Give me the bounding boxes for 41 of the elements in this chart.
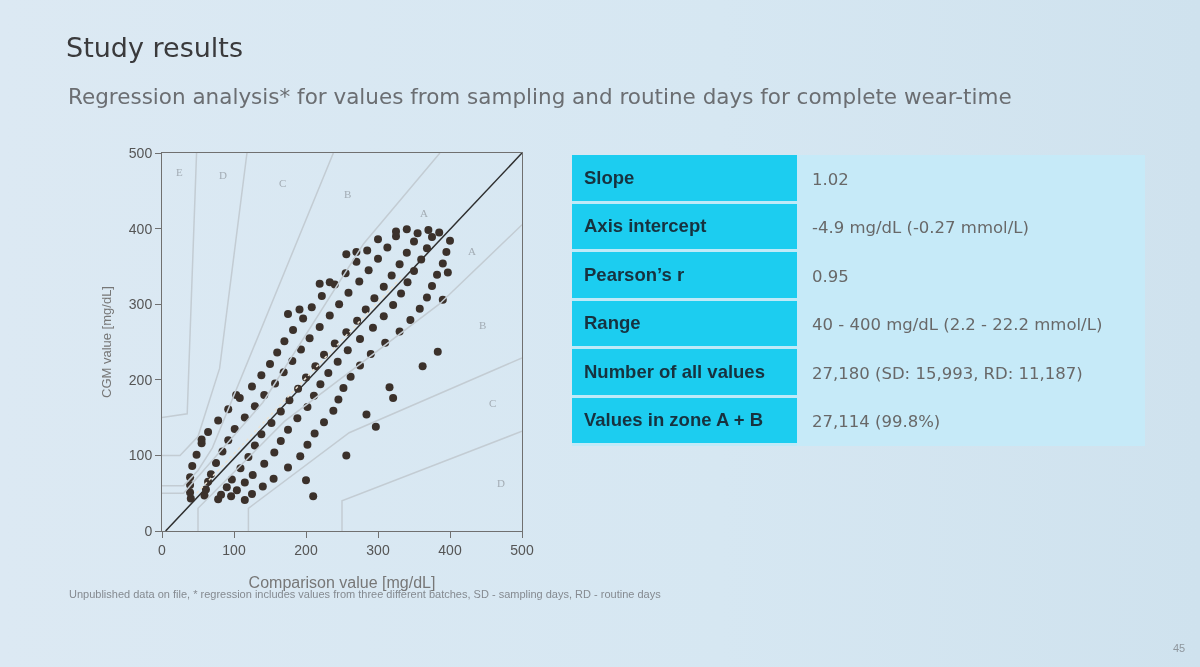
annotation: C [279,177,287,189]
line-series [247,357,522,531]
x-tick-label: 0 [158,541,167,558]
line-series [162,153,248,457]
text: Axis intercept [572,203,797,252]
y-tick-label: 400 [128,220,153,237]
text: Range [572,300,797,349]
y-tick-label: 100 [128,447,153,464]
annotation: E [176,166,183,178]
y-tick-label: 0 [144,522,153,539]
y-axis-title: CGM value [mg/dL] [98,286,114,398]
text: Number of all values [572,349,797,398]
text: Pearson’s r [572,252,797,301]
y-tick-label: 500 [128,144,153,161]
chart-title: Study results [66,32,243,64]
x-tick-label: 400 [438,541,462,558]
x-tick-label: 200 [294,541,318,558]
text: 40 - 400 mg/dL (2.2 - 22.2 mmol/L) [811,314,1103,337]
line-series [197,224,522,531]
line-series [162,153,335,487]
text: 0.95 [811,265,849,288]
x-tick-label: 500 [510,541,534,558]
text: 27,114 (99.8%) [811,411,941,434]
annotation: A [420,207,428,219]
text: 27,180 (SD: 15,993, RD: 11,187) [811,362,1083,385]
chart-subtitle: Regression analysis* for values from sampling and routine days for complete wear-time [68,84,1012,109]
text: Slope [572,155,797,204]
text: 45 [1173,642,1186,654]
annotation: B [344,188,352,200]
x-tick-label: 300 [366,541,390,558]
annotation: B [479,319,487,331]
annotation: A [468,245,476,257]
y-tick-label: 300 [128,296,153,313]
text: 1.02 [811,168,849,191]
y-tick-label: 200 [128,371,153,388]
line-series [162,153,441,494]
text: Values in zone A + B [572,397,797,446]
annotation: D [219,169,227,181]
text: -4.9 mg/dL (-0.27 mmol/L) [811,217,1029,240]
x-tick-label: 100 [222,541,246,558]
annotation: D [497,477,505,489]
